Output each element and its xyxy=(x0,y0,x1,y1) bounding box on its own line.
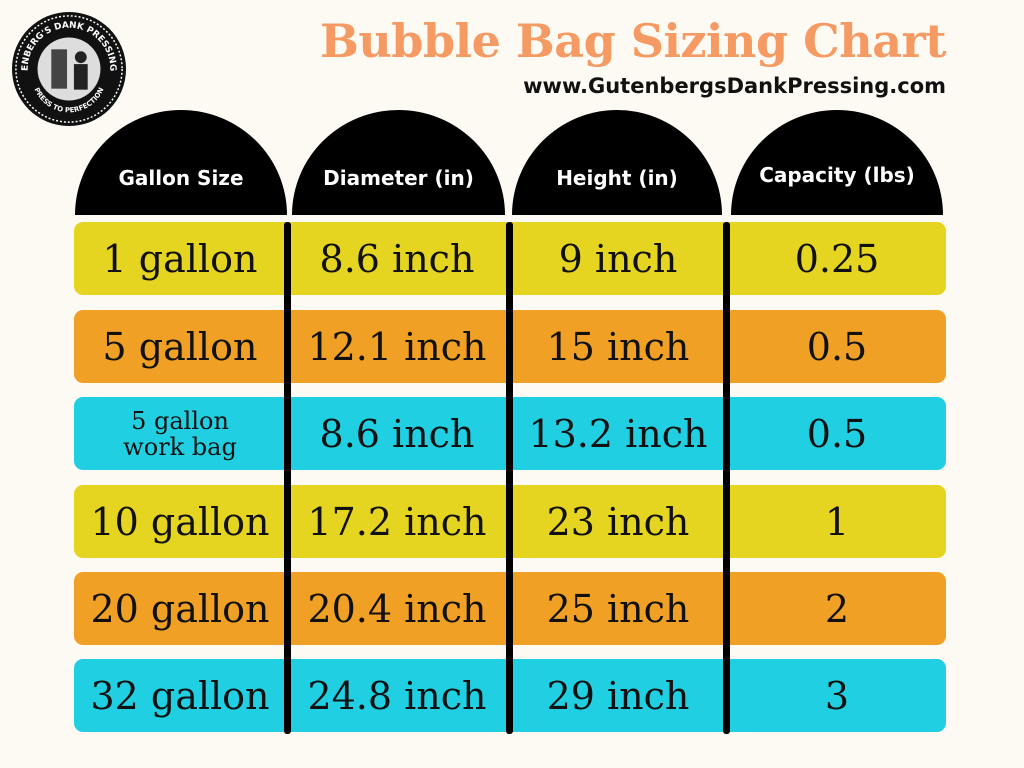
cell-height: 25 inch xyxy=(546,586,690,631)
column-divider xyxy=(723,222,730,734)
header-height: Height (in) xyxy=(512,110,722,215)
cell-height: 29 inch xyxy=(546,673,690,718)
cell-capacity: 1 xyxy=(824,499,850,544)
company-logo: GUTENBERG'S DANK PRESSING CO. PRESS TO P… xyxy=(10,10,127,127)
cell-diameter: 24.8 inch xyxy=(307,673,487,718)
cell-diameter: 8.6 inch xyxy=(319,236,475,281)
header-diameter: Diameter (in) xyxy=(292,110,505,215)
cell-gallon: 32 gallon xyxy=(90,673,270,718)
cell-gallon: 1 gallon xyxy=(102,236,258,281)
cell-capacity: 2 xyxy=(824,586,850,631)
column-divider xyxy=(284,222,291,734)
cell-diameter: 17.2 inch xyxy=(307,499,487,544)
cell-height: 23 inch xyxy=(546,499,690,544)
header-capacity: Capacity (lbs) xyxy=(731,110,943,215)
cell-gallon: 5 gallon xyxy=(102,324,258,369)
cell-capacity: 0.5 xyxy=(806,324,868,369)
cell-height: 15 inch xyxy=(546,324,690,369)
column-divider xyxy=(506,222,513,734)
cell-gallon: 20 gallon xyxy=(90,586,270,631)
website-url: www.GutenbergsDankPressing.com xyxy=(523,74,946,98)
cell-gallon: 5 gallon work bag xyxy=(123,406,237,461)
cell-diameter: 8.6 inch xyxy=(319,411,475,456)
cell-gallon: 10 gallon xyxy=(90,499,270,544)
cell-height: 13.2 inch xyxy=(528,411,708,456)
cell-diameter: 12.1 inch xyxy=(307,324,487,369)
cell-diameter: 20.4 inch xyxy=(307,586,487,631)
page-title: Bubble Bag Sizing Chart xyxy=(319,14,947,68)
cell-capacity: 0.5 xyxy=(806,411,868,456)
cell-height: 9 inch xyxy=(558,236,678,281)
cell-capacity: 0.25 xyxy=(794,236,880,281)
cell-capacity: 3 xyxy=(824,673,850,718)
